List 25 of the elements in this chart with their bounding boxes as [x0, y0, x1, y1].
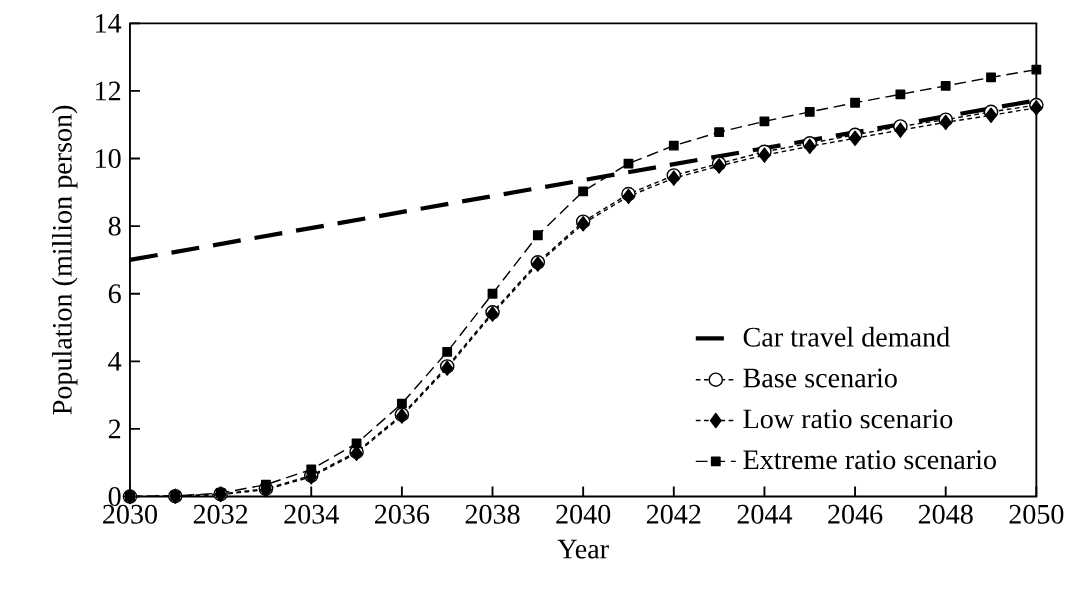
y-tick-label: 12: [96, 81, 121, 101]
x-tick-label: 2046: [828, 504, 883, 524]
legend-label: Low ratio scenario: [743, 409, 953, 429]
legend-label: Car travel demand: [743, 326, 950, 347]
y-tick-label: 10: [96, 149, 121, 169]
x-tick-label: 2038: [465, 504, 520, 524]
legend-label: Extreme ratio scenario: [743, 450, 996, 470]
x-tick-label: 2048: [918, 504, 973, 524]
x-tick-label: 2040: [556, 504, 611, 524]
x-tick-label: 2042: [646, 504, 701, 524]
y-axis-title: Population (million person): [52, 105, 78, 415]
y-tick-label: 14: [96, 14, 122, 33]
x-tick-label: 2032: [193, 504, 248, 524]
x-tick-label: 2044: [737, 504, 793, 524]
x-tick-label: 2050: [1009, 504, 1064, 524]
x-axis-title: Year: [557, 539, 609, 559]
y-tick-label: 0: [108, 487, 121, 507]
x-tick-label: 2036: [375, 504, 430, 524]
x-tick-label: 2030: [103, 504, 157, 524]
y-tick-label: 8: [108, 216, 121, 236]
legend-label: Base scenario: [743, 368, 897, 388]
x-tick-label: 2034: [284, 504, 339, 524]
y-tick-label: 6: [108, 284, 121, 304]
y-tick-label: 4: [108, 352, 122, 371]
y-tick-label: 2: [108, 419, 121, 439]
